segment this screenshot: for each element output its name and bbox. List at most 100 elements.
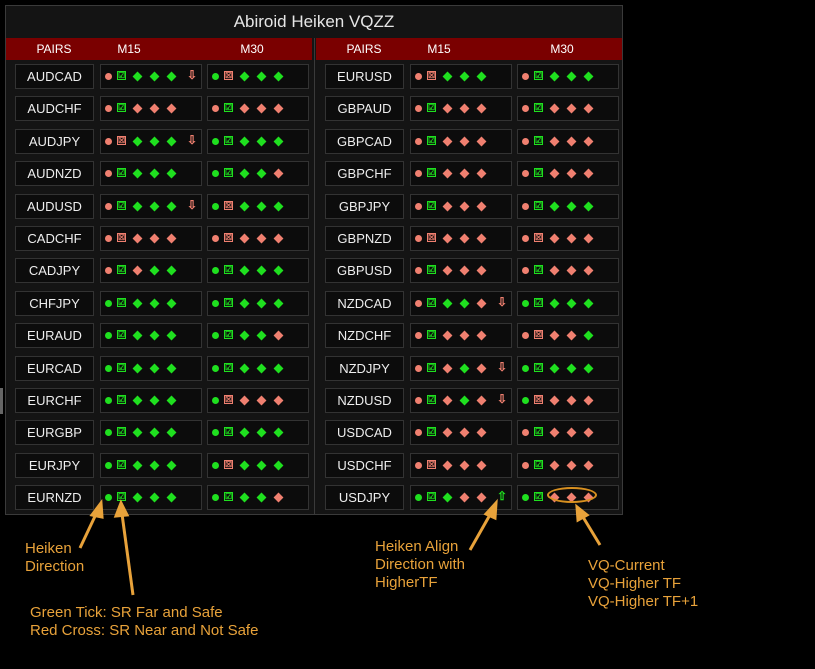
heiken-direction-dot-icon — [522, 234, 529, 242]
pair-button[interactable]: EURCAD — [15, 355, 94, 381]
pair-button[interactable]: USDJPY — [325, 485, 404, 511]
pair-button[interactable]: GBPCAD — [325, 128, 404, 154]
m15-signal-cell[interactable]: ☑ — [100, 258, 202, 284]
m30-signal-cell[interactable]: ☒ — [207, 64, 309, 89]
pair-button[interactable]: EURCHF — [15, 387, 94, 413]
arrow-vq — [581, 516, 602, 546]
heiken-direction-dot-icon — [522, 299, 529, 307]
m30-signal-cell[interactable]: ☑ — [207, 128, 309, 154]
pair-row: USDCAD ☑ ☑ — [316, 416, 622, 448]
m30-signal-cell[interactable]: ☑ — [517, 258, 619, 284]
m15-signal-cell[interactable]: ☑ — [410, 420, 512, 446]
m30-signal-cell[interactable]: ☑ — [207, 323, 309, 349]
m30-signal-cell[interactable]: ☑ — [517, 452, 619, 478]
pair-button[interactable]: AUDUSD — [15, 193, 94, 219]
m30-signal-cell[interactable]: ☑ — [207, 161, 309, 187]
m30-signal-cell[interactable]: ☑ — [207, 485, 309, 511]
pair-button[interactable]: CHFJPY — [15, 290, 94, 316]
pair-button[interactable]: AUDJPY — [15, 128, 94, 154]
pair-button[interactable]: NZDCHF — [325, 323, 404, 349]
pair-row: EURCHF ☑ ☒ — [6, 384, 312, 416]
pair-button[interactable]: AUDCAD — [15, 64, 94, 89]
m15-signal-cell[interactable]: ☑ — [100, 161, 202, 187]
m30-signal-cell[interactable]: ☒ — [207, 225, 309, 251]
m30-signal-cell[interactable]: ☑ — [207, 420, 309, 446]
m30-signal-cell[interactable]: ☑ — [517, 64, 619, 89]
m15-signal-cell[interactable]: ☑ — [100, 323, 202, 349]
m30-signal-cell[interactable]: ☑ — [207, 96, 309, 122]
sr-safe-tick-icon: ☑ — [427, 427, 436, 437]
m15-signal-cell[interactable]: ☑ — [410, 258, 512, 284]
pair-button[interactable]: AUDCHF — [15, 96, 94, 122]
m15-signal-cell[interactable]: ☒ — [100, 225, 202, 251]
m15-signal-cell[interactable]: ☑ ⇩ — [410, 290, 512, 316]
m15-signal-cell[interactable]: ☒ — [410, 225, 512, 251]
vq-highlight-oval — [547, 487, 597, 503]
m30-signal-cell[interactable]: ☑ — [517, 420, 619, 446]
m15-signal-cell[interactable]: ☑ — [100, 290, 202, 316]
m30-signal-cell[interactable]: ☑ — [517, 290, 619, 316]
pair-button[interactable]: NZDCAD — [325, 290, 404, 316]
heiken-direction-dot-icon — [415, 105, 422, 113]
m15-signal-cell[interactable]: ☑ — [100, 452, 202, 478]
m30-signal-cell[interactable]: ☒ — [517, 387, 619, 413]
m30-signal-cell[interactable]: ☒ — [517, 323, 619, 349]
column-header: PAIRS M15 M30 — [6, 38, 312, 60]
arrowhead-icon — [483, 498, 498, 521]
m30-signal-cell[interactable]: ☑ — [517, 128, 619, 154]
annotation-sr: Green Tick: SR Far and Safe Red Cross: S… — [30, 604, 259, 639]
pair-button[interactable]: CADJPY — [15, 258, 94, 284]
m15-signal-cell[interactable]: ☑ ⇩ — [410, 355, 512, 381]
m15-signal-cell[interactable]: ☑ — [410, 161, 512, 187]
m15-signal-cell[interactable]: ☑ — [410, 128, 512, 154]
pair-button[interactable]: AUDNZD — [15, 161, 94, 187]
right-pairs-column: PAIRS M15 M30 EURUSD ☒ ☑ GBPAUD ☑ ☑ GBPCAD ☑ ☑ GB… — [316, 38, 622, 513]
pair-button[interactable]: GBPCHF — [325, 161, 404, 187]
pair-button[interactable]: EURJPY — [15, 452, 94, 478]
m15-signal-cell[interactable]: ☑ ⇩ — [100, 193, 202, 219]
m15-signal-cell[interactable]: ☑ ⇩ — [100, 64, 202, 89]
m30-signal-cell[interactable]: ☑ — [207, 355, 309, 381]
m15-signal-cell[interactable]: ☒ — [410, 452, 512, 478]
sr-unsafe-cross-icon: ☒ — [117, 135, 126, 145]
m30-signal-cell[interactable]: ☒ — [207, 387, 309, 413]
m15-signal-cell[interactable]: ☒ — [410, 64, 512, 89]
sr-unsafe-cross-icon: ☒ — [534, 232, 543, 242]
pair-button[interactable]: USDCHF — [325, 452, 404, 478]
m30-signal-cell[interactable]: ☑ — [517, 96, 619, 122]
m30-signal-cell[interactable]: ☒ — [517, 225, 619, 251]
m15-signal-cell[interactable]: ☑ — [410, 96, 512, 122]
pair-button[interactable]: EURUSD — [325, 64, 404, 89]
m15-signal-cell[interactable]: ☑ — [410, 193, 512, 219]
m30-signal-cell[interactable]: ☑ — [517, 355, 619, 381]
pair-button[interactable]: GBPUSD — [325, 258, 404, 284]
m15-signal-cell[interactable]: ☑ ⇩ — [410, 387, 512, 413]
pair-button[interactable]: NZDJPY — [325, 355, 404, 381]
heiken-direction-dot-icon — [522, 105, 529, 113]
m30-signal-cell[interactable]: ☒ — [207, 452, 309, 478]
m15-signal-cell[interactable]: ☑ — [100, 485, 202, 511]
heiken-direction-dot-icon — [105, 73, 112, 80]
m30-signal-cell[interactable]: ☑ — [517, 161, 619, 187]
pair-button[interactable]: EURGBP — [15, 420, 94, 446]
m15-signal-cell[interactable]: ☑ — [100, 355, 202, 381]
pair-button[interactable]: CADCHF — [15, 225, 94, 251]
m15-signal-cell[interactable]: ☑ — [410, 323, 512, 349]
m30-signal-cell[interactable]: ☑ — [207, 258, 309, 284]
pair-button[interactable]: GBPNZD — [325, 225, 404, 251]
m30-signal-cell[interactable]: ☒ — [207, 193, 309, 219]
pair-button[interactable]: EURAUD — [15, 323, 94, 349]
pair-button[interactable]: USDCAD — [325, 420, 404, 446]
m15-signal-cell[interactable]: ☒ ⇩ — [100, 128, 202, 154]
heiken-direction-dot-icon — [212, 267, 219, 275]
m15-signal-cell[interactable]: ☑ — [100, 96, 202, 122]
pair-button[interactable]: NZDUSD — [325, 387, 404, 413]
m15-signal-cell[interactable]: ☑ — [100, 387, 202, 413]
pair-button[interactable]: GBPAUD — [325, 96, 404, 122]
pair-button[interactable]: EURNZD — [15, 485, 94, 511]
m30-signal-cell[interactable]: ☑ — [517, 193, 619, 219]
m15-signal-cell[interactable]: ☑ — [100, 420, 202, 446]
sr-unsafe-cross-icon: ☒ — [534, 394, 543, 404]
m30-signal-cell[interactable]: ☑ — [207, 290, 309, 316]
pair-button[interactable]: GBPJPY — [325, 193, 404, 219]
